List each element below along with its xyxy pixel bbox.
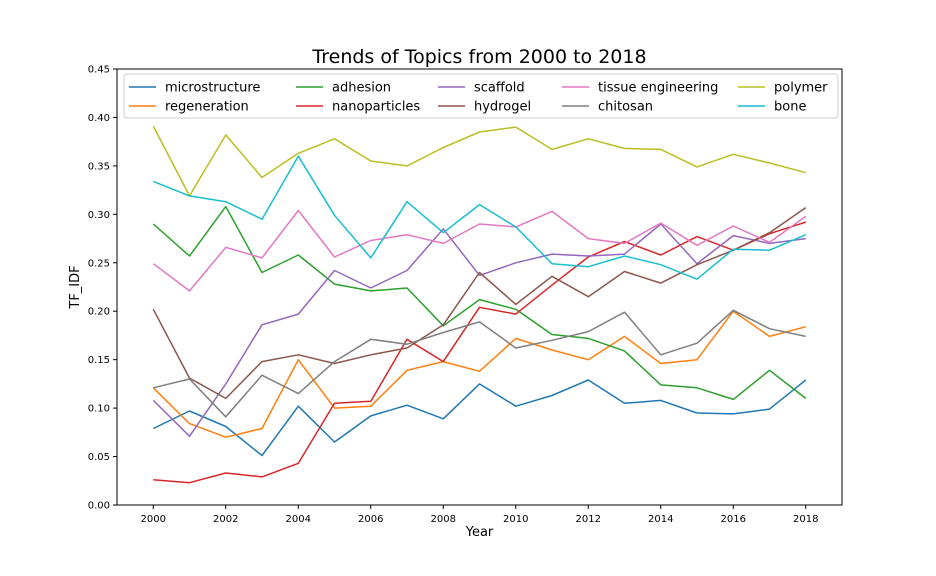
y-axis: 0.00 0.05 0.10 0.15 0.20 0.25 0.30 0.35 0.40 0.45 bbox=[88, 65, 117, 512]
legend-label: scaffold bbox=[474, 81, 525, 96]
series-line-bone bbox=[153, 155, 807, 280]
x-tick-label: 2012 bbox=[576, 514, 601, 525]
series-line-regeneration bbox=[152, 310, 806, 438]
x-axis: 2000 2002 2004 2006 2008 2010 2012 2014 2016 2018 bbox=[141, 505, 818, 525]
y-tick-label: 0.05 bbox=[88, 452, 110, 463]
y-tick-label: 0.40 bbox=[88, 113, 110, 124]
series-line-adhesion bbox=[152, 205, 807, 401]
legend-label: chitosan bbox=[598, 100, 653, 115]
plot-frame bbox=[116, 68, 843, 506]
series-line-hydrogel bbox=[152, 206, 807, 400]
x-tick-label: 2018 bbox=[793, 514, 818, 525]
x-tick-label: 2010 bbox=[503, 514, 528, 525]
y-tick-label: 0.15 bbox=[88, 355, 110, 366]
series-line-microstructure bbox=[152, 379, 807, 457]
series-line-tissue-engineering bbox=[152, 209, 807, 292]
series-line-scaffold bbox=[152, 223, 806, 437]
x-tick-label: 2004 bbox=[286, 514, 311, 525]
legend: microstructure regeneration adhesion nanopa… bbox=[123, 73, 839, 119]
legend-label: hydrogel bbox=[474, 100, 531, 115]
series-line-polymer bbox=[152, 125, 806, 197]
legend-box bbox=[123, 73, 839, 119]
series-line-chitosan bbox=[153, 309, 806, 418]
y-tick-label: 0.10 bbox=[88, 404, 110, 415]
legend-label: bone bbox=[774, 100, 806, 115]
chart-title: Trends of Topics from 2000 to 2018 bbox=[311, 46, 646, 68]
legend-label: microstructure bbox=[165, 81, 260, 96]
y-axis-title: TF_IDF bbox=[68, 265, 83, 309]
legend-label: nanoparticles bbox=[332, 100, 420, 115]
y-tick-label: 0.25 bbox=[88, 258, 110, 269]
x-axis-title: Year bbox=[465, 525, 494, 540]
y-tick-label: 0.35 bbox=[88, 161, 110, 172]
y-tick-label: 0.20 bbox=[88, 307, 110, 318]
series-line-nanoparticles bbox=[153, 221, 807, 484]
legend-label: polymer bbox=[774, 81, 828, 96]
x-tick-label: 2008 bbox=[431, 514, 456, 525]
y-tick-label: 0.00 bbox=[88, 501, 110, 512]
x-tick-label: 2000 bbox=[141, 514, 166, 525]
x-tick-label: 2002 bbox=[213, 514, 238, 525]
x-tick-label: 2006 bbox=[358, 514, 383, 525]
y-tick-label: 0.30 bbox=[88, 210, 110, 221]
legend-label: adhesion bbox=[332, 81, 391, 96]
x-tick-label: 2016 bbox=[721, 514, 746, 525]
y-tick-label: 0.45 bbox=[88, 65, 110, 76]
legend-label: tissue engineering bbox=[598, 81, 718, 96]
x-tick-label: 2014 bbox=[648, 514, 673, 525]
plot-area bbox=[152, 125, 807, 484]
legend-label: regeneration bbox=[165, 100, 249, 115]
